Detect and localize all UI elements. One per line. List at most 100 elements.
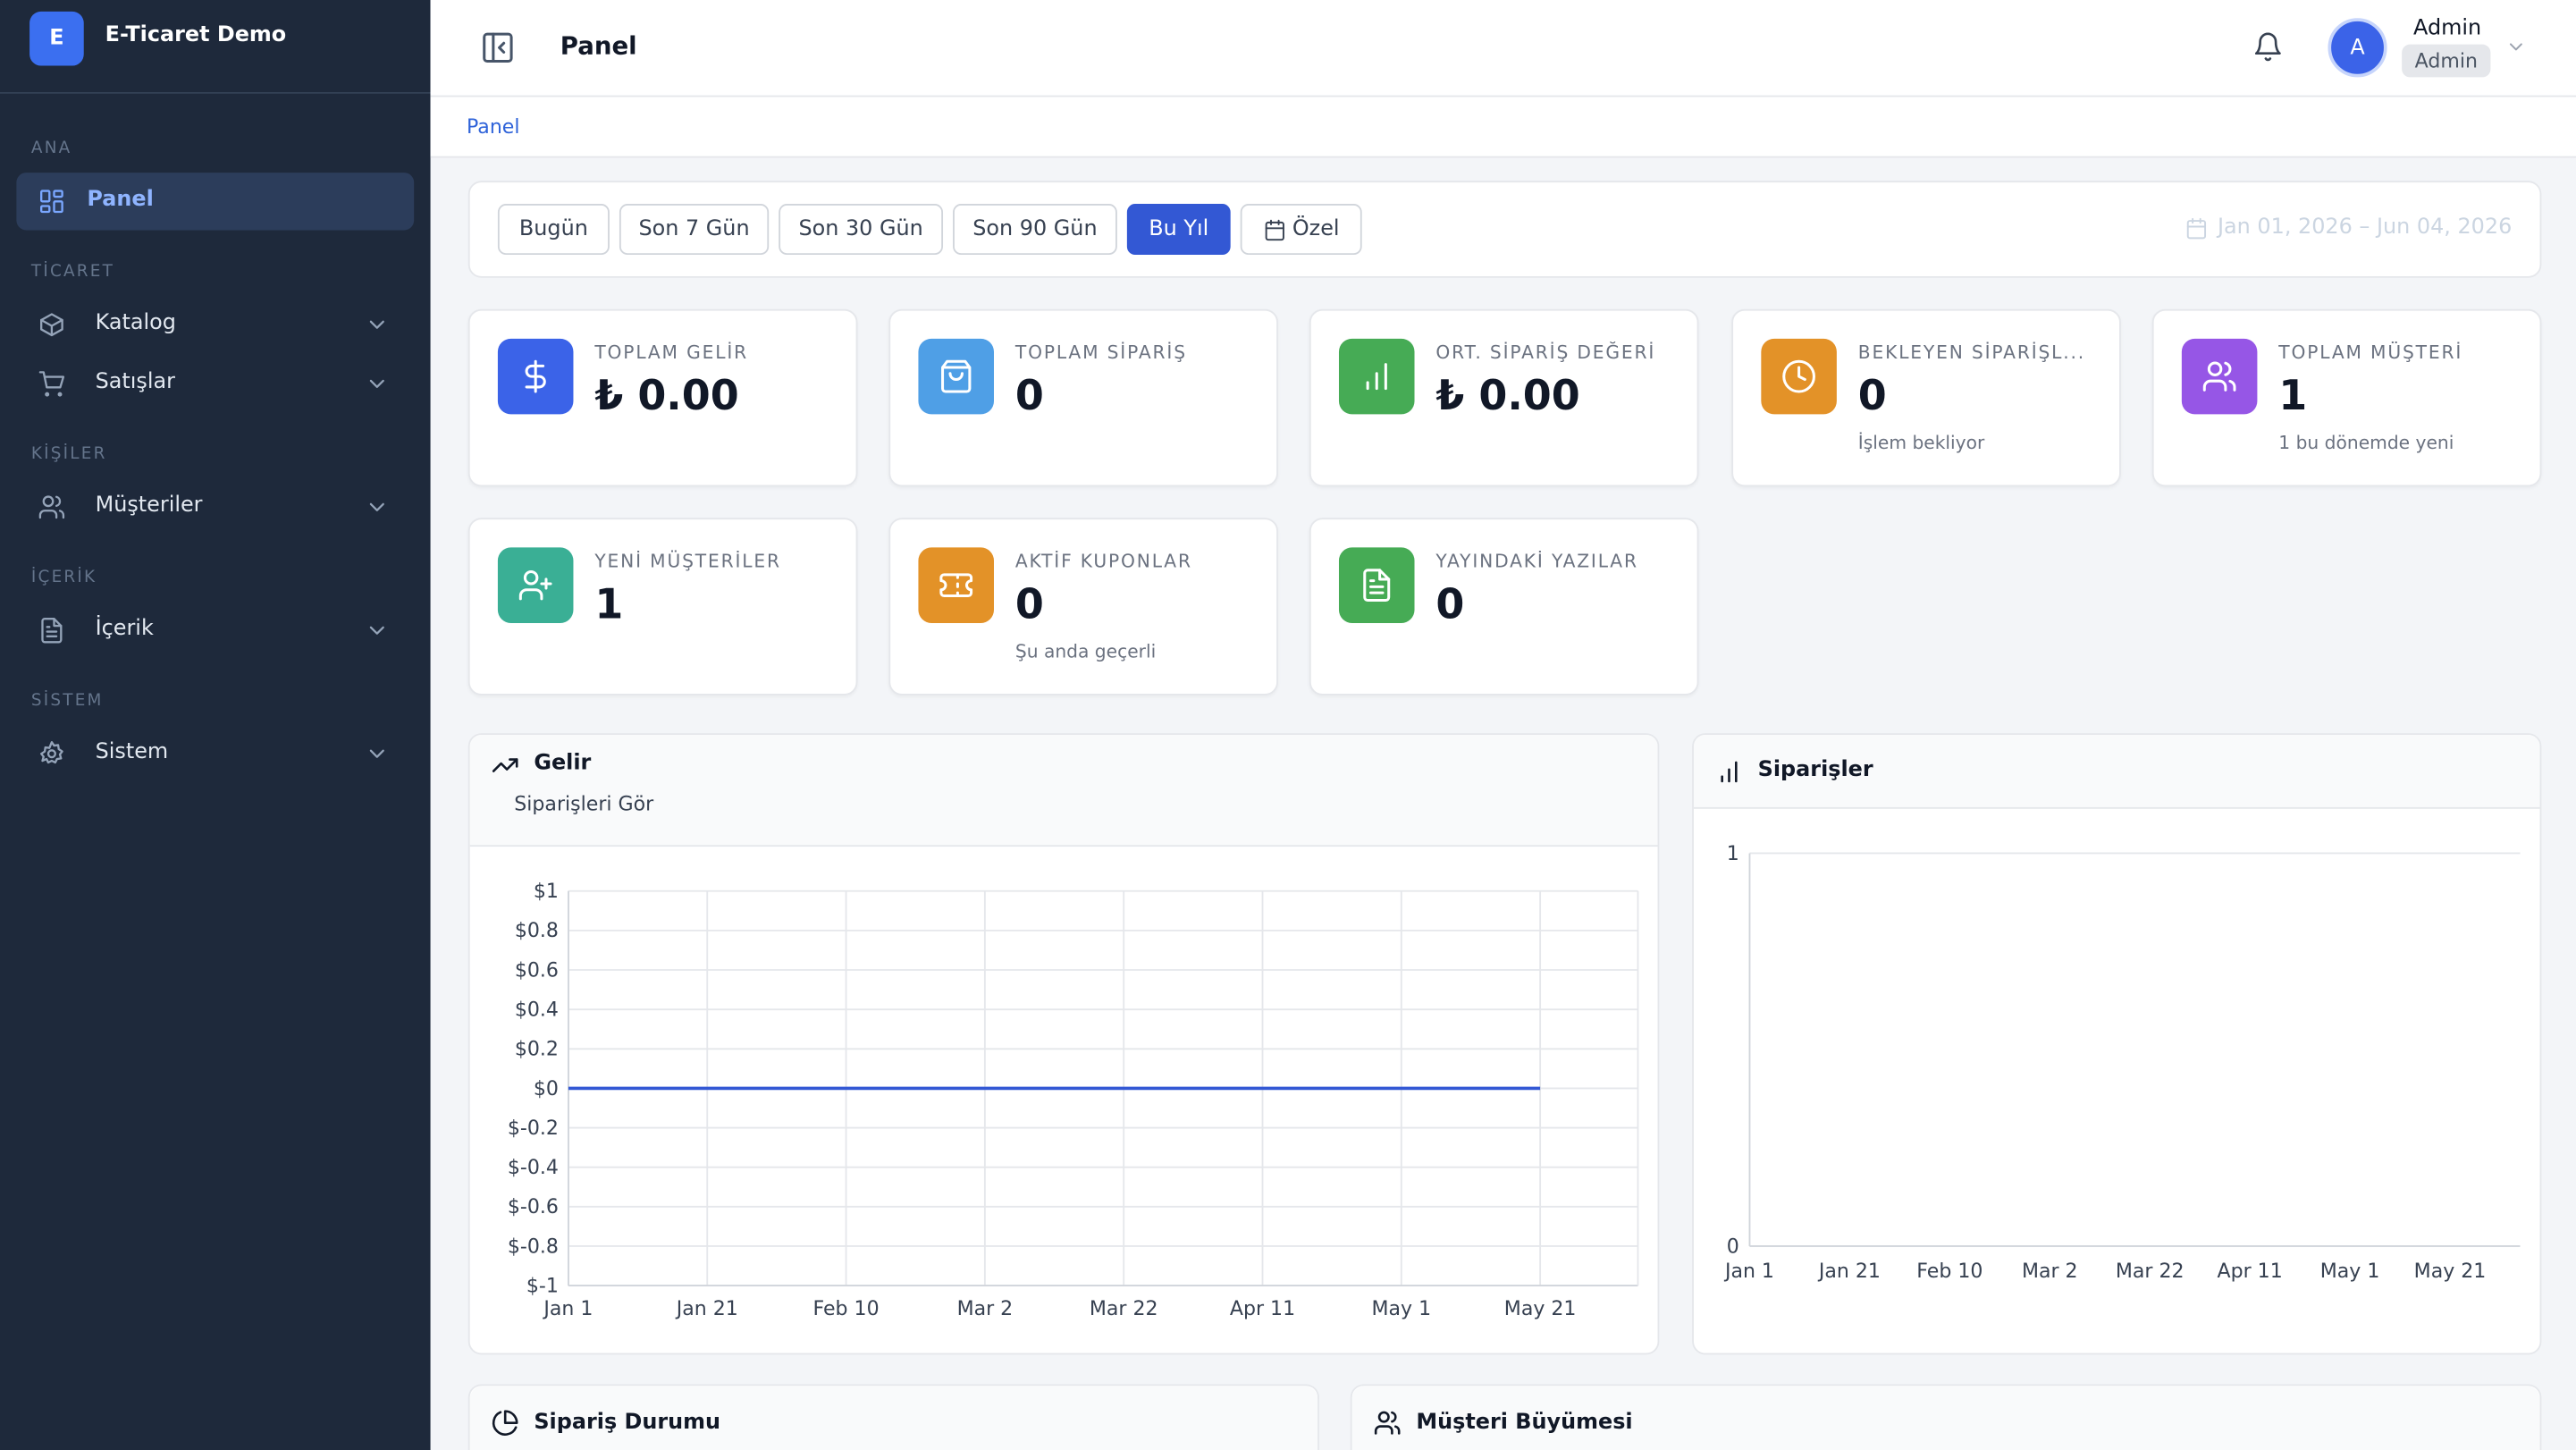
nav-label: Müşteriler	[95, 493, 203, 518]
icon-part	[483, 32, 513, 63]
stat-label: TOPLAM GELİR	[594, 341, 749, 364]
panel-title: Müşteri Büyümesi	[1416, 1410, 1633, 1436]
nav-item[interactable]: Müşteriler	[16, 478, 414, 535]
y-tick-label: $0.8	[515, 920, 559, 942]
y-tick-label: $-0.2	[508, 1117, 559, 1140]
icon-part	[41, 618, 63, 644]
stat-value: 0	[1014, 371, 1044, 419]
nav-item[interactable]: Panel	[16, 173, 415, 231]
sidebar-toggle[interactable]	[480, 30, 516, 65]
icon-part	[46, 749, 56, 759]
chart-header	[469, 735, 1658, 847]
chev-icon	[369, 749, 384, 758]
icon-part	[2186, 217, 2207, 228]
range-button[interactable]: Son 30 Gün	[779, 204, 944, 256]
userplus-icon	[518, 569, 552, 601]
icon-part	[57, 392, 63, 397]
cart-icon	[38, 371, 65, 397]
user-name: Admin	[2413, 16, 2482, 41]
x-tick-label: May 21	[1504, 1298, 1577, 1320]
stat-icon	[1338, 338, 1415, 415]
section-title: SİSTEM	[30, 692, 104, 711]
icon-part	[40, 313, 63, 337]
x-tick-label: May 21	[2414, 1260, 2487, 1283]
range-button[interactable]: Bu Yıl	[1126, 204, 1231, 256]
stat-card: ORT. SİPARİŞ DEĞERİ ₺ 0.00	[1309, 308, 1699, 487]
icon-part	[492, 32, 506, 63]
chart-subtitle: Siparişleri Gör	[514, 792, 654, 816]
section-title: KİŞİLER	[30, 445, 107, 464]
section-title: ANA	[30, 139, 72, 158]
icon-part	[38, 371, 65, 389]
icon-part	[939, 573, 973, 598]
chev-icon	[2509, 43, 2522, 51]
stat-value: 0	[1014, 580, 1044, 628]
user-role: Admin	[2402, 44, 2491, 78]
range-button[interactable]: Bugün	[497, 204, 610, 256]
icon-part	[53, 200, 63, 214]
stat-card: TOPLAM GELİR ₺ 0.00	[467, 308, 858, 487]
dollar-icon	[525, 359, 546, 393]
stat-icon	[497, 547, 574, 623]
y-tick-label: $1	[534, 881, 559, 903]
logo: E	[29, 11, 84, 66]
clock-icon	[1782, 359, 1815, 393]
icon-part	[540, 577, 552, 590]
icon-part	[2254, 32, 2281, 62]
icon-part	[40, 318, 63, 337]
box-icon	[40, 313, 63, 337]
icon-part	[42, 495, 55, 508]
section-title: İÇERİK	[30, 569, 97, 587]
icon-part	[1797, 366, 1806, 382]
icon-part	[53, 190, 63, 198]
y-tick-label: $-0.4	[508, 1157, 559, 1179]
nav-item[interactable]: Sistem	[16, 725, 414, 782]
stat-value: ₺ 0.00	[1435, 371, 1580, 419]
nav-item[interactable]: Satışlar	[16, 355, 414, 412]
panel-header	[469, 1386, 1318, 1450]
chart-title: Siparişler	[1757, 757, 1873, 783]
brand: E-Ticaret Demo	[105, 22, 287, 48]
range-label: Bugün	[518, 216, 588, 242]
icon-part	[45, 392, 50, 397]
icon-part	[1391, 1411, 1401, 1435]
user-menu[interactable]: A Admin Admin	[2327, 15, 2540, 81]
y-tick-label: 0	[1727, 1235, 1739, 1258]
page-title: Panel	[560, 30, 637, 62]
icon-part	[40, 740, 63, 764]
date-range: Jan 01, 2026 – Jun 04, 2026	[2217, 215, 2513, 240]
x-tick-label: Feb 10	[813, 1298, 880, 1320]
stat-sub: Şu anda geçerli	[1014, 641, 1157, 663]
icon-part	[1368, 569, 1391, 594]
icon-part	[1363, 569, 1391, 603]
range-button[interactable]: Son 90 Gün	[953, 204, 1117, 256]
breadcrumb: Panel	[466, 114, 520, 139]
stat-value: 1	[594, 580, 624, 628]
chev-icon	[369, 379, 384, 389]
x-tick-label: Jan 1	[542, 1298, 593, 1320]
y-tick-label: $-0.8	[508, 1235, 559, 1258]
chart-title: Gelir	[534, 751, 592, 777]
filter-card: Bugün Son 7 Gün Son 30 Gün Son 90 Gün Bu Yıl…	[467, 181, 2542, 278]
y-tick-label: $0.2	[515, 1039, 559, 1061]
icon-part	[369, 320, 384, 329]
range-button[interactable]: Son 7 Gün	[619, 204, 770, 256]
stat-sub: İşlem bekliyor	[1857, 432, 1985, 454]
y-tick-label: $-0.6	[508, 1196, 559, 1218]
stat-card: TOPLAM SİPARİŞ 0	[888, 308, 1278, 487]
header: Panel A Admin Admin	[430, 0, 2576, 97]
x-tick-label: Mar 22	[2116, 1260, 2185, 1283]
icon-part	[40, 190, 51, 203]
notifications[interactable]	[2251, 30, 2286, 65]
icon-part	[46, 618, 63, 637]
x-tick-label: Apr 11	[1230, 1298, 1295, 1320]
users-icon	[38, 495, 65, 519]
nav-item[interactable]: İçerik	[16, 602, 414, 659]
icon-part	[509, 758, 518, 768]
x-tick-label: Feb 10	[1916, 1260, 1983, 1283]
range-button[interactable]: Özel	[1240, 204, 1362, 256]
chart-card: Gelir Siparişleri Gör $1 $0.8 $0.6 $0.4 $0.2 $0…	[467, 733, 1660, 1355]
icon-part	[55, 495, 65, 519]
nav-item[interactable]: Katalog	[16, 296, 414, 353]
toggle-icon	[483, 32, 513, 63]
